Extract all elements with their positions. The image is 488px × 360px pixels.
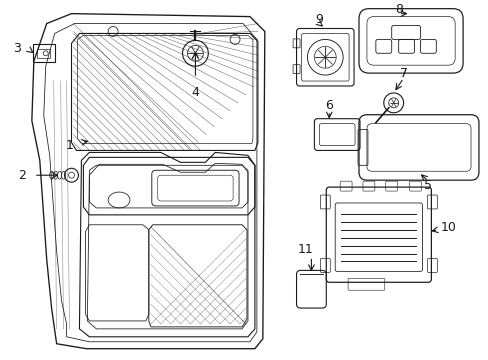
- Text: 1: 1: [65, 139, 73, 152]
- Text: 5: 5: [424, 179, 431, 192]
- Text: 7: 7: [399, 67, 407, 80]
- Text: 4: 4: [191, 86, 199, 99]
- Text: 6: 6: [325, 99, 332, 112]
- Text: 9: 9: [315, 13, 323, 26]
- Text: 8: 8: [394, 3, 402, 16]
- Text: 2: 2: [18, 169, 26, 182]
- Text: 11: 11: [297, 243, 313, 256]
- Text: 3: 3: [13, 42, 21, 55]
- Text: 10: 10: [439, 221, 455, 234]
